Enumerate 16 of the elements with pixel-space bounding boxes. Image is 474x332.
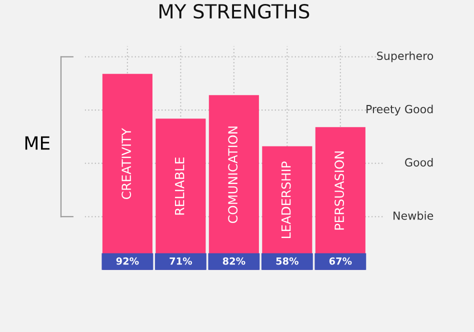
- x-tick-label: RELIABLE: [175, 157, 184, 215]
- x-tick-label: LEADERSHIP: [281, 161, 291, 238]
- x-tick-label: PERSUASION: [334, 151, 344, 230]
- x-tick-label: CREATIVITY: [122, 128, 132, 200]
- x-tick-label: COMUNICATION: [228, 126, 238, 224]
- data-label: 67%: [329, 257, 352, 265]
- ref-line-label: Newbie: [394, 211, 434, 220]
- ref-line-label: Superhero: [377, 51, 434, 62]
- ref-line-label: Good: [405, 158, 433, 167]
- y-axis-title: ME: [25, 136, 50, 150]
- data-label: 82%: [222, 257, 246, 265]
- data-label: 71%: [170, 257, 192, 265]
- data-label: 58%: [276, 257, 298, 265]
- chart-title: MY STRENGTHS: [160, 4, 310, 19]
- data-label: 92%: [116, 257, 139, 265]
- ref-line-label: Preety Good: [366, 104, 433, 116]
